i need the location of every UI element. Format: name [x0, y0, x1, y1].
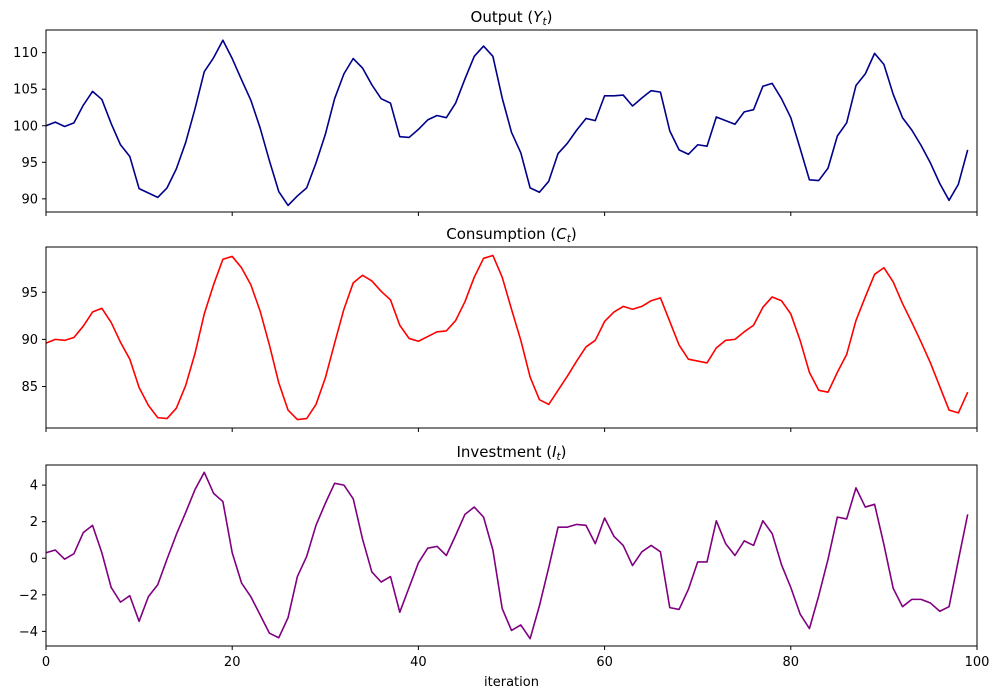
investment-title-subscript: t [557, 451, 562, 463]
investment-xtick-label: 40 [410, 655, 427, 670]
consumption-axes-frame [45, 246, 978, 429]
investment-xtick-label: 60 [596, 655, 613, 670]
consumption-title-variable: C [556, 225, 567, 243]
consumption-title-subscript: t [567, 233, 572, 245]
consumption-series-line [45, 254, 969, 421]
output-ytick-label: 90 [21, 192, 38, 207]
investment-ytick-label: 4 [30, 479, 38, 494]
investment-series-line [45, 471, 969, 640]
investment-ytick-label: 2 [30, 515, 38, 530]
investment-axes-frame [45, 464, 978, 647]
investment-xtick-label: 0 [42, 655, 50, 670]
consumption-title: Consumption (Ct) [446, 225, 576, 245]
investment-ytick-label: −4 [19, 625, 38, 640]
x-axis-label: iteration [484, 675, 539, 690]
output-axes-frame [45, 29, 978, 213]
consumption-ytick-label: 85 [21, 380, 38, 395]
consumption-ytick-label: 90 [21, 333, 38, 348]
consumption-title-close: ) [571, 225, 577, 243]
investment-xtick-label: 80 [783, 655, 800, 670]
output-series-line [45, 39, 969, 207]
output-title-text: Output ( [471, 8, 534, 26]
investment-title-close: ) [561, 443, 567, 461]
investment-ytick-label: −2 [19, 588, 38, 603]
output-title: Output (Yt) [471, 8, 553, 28]
output-title-subscript: t [542, 16, 547, 28]
investment-title-variable: I [552, 443, 557, 461]
consumption-panel: Consumption (Ct) 85 90 95 [21, 225, 978, 432]
consumption-title-text: Consumption ( [446, 225, 556, 243]
investment-xtick-label: 100 [965, 655, 990, 670]
output-panel: Output (Yt) 90 95 100 105 110 [13, 8, 978, 216]
investment-title: Investment (It) [456, 443, 566, 463]
output-ytick-label: 100 [13, 119, 38, 134]
investment-title-text: Investment ( [456, 443, 552, 461]
investment-ytick-label: 0 [30, 552, 38, 567]
output-ytick-label: 95 [21, 156, 38, 171]
investment-xtick-label: 20 [224, 655, 241, 670]
output-ytick-label: 105 [13, 83, 38, 98]
output-title-variable: Y [533, 8, 544, 26]
consumption-ytick-label: 95 [21, 286, 38, 301]
output-title-close: ) [547, 8, 553, 26]
output-ytick-label: 110 [13, 46, 38, 61]
